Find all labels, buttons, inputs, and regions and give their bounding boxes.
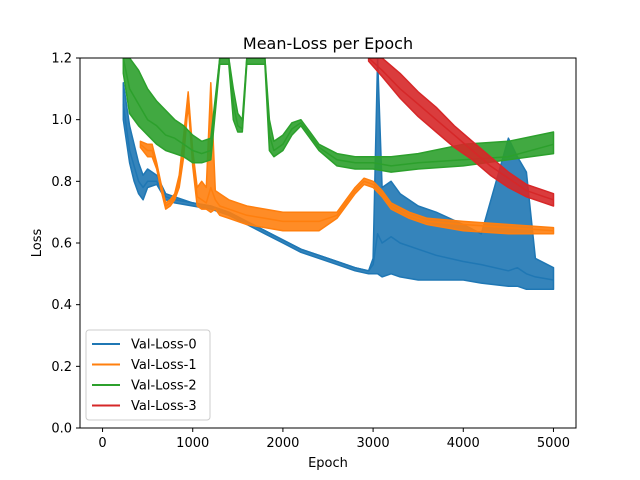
plot-area [79, 57, 577, 429]
y-axis: 0.0 0.2 0.4 0.6 0.8 1.0 1.2 [51, 52, 80, 437]
y-axis-title: Loss [30, 229, 45, 258]
series-3 [367, 58, 555, 207]
y-tick-label: 0.0 [51, 422, 72, 437]
legend-label: Val-Loss-0 [131, 338, 197, 353]
legend: Val-Loss-0 Val-Loss-1 Val-Loss-2 Val-Loss-3 [85, 329, 211, 421]
legend-label: Val-Loss-3 [131, 399, 197, 414]
series-line [368, 58, 554, 201]
series-line [139, 94, 554, 232]
x-axis: 0 1000 2000 3000 4000 5000 [98, 428, 570, 451]
y-tick-label: 0.8 [51, 175, 72, 190]
y-tick-label: 0.4 [51, 298, 72, 313]
series-band [367, 58, 555, 207]
legend-label: Val-Loss-2 [131, 379, 197, 394]
y-tick-label: 1.2 [51, 52, 72, 67]
x-tick-label: 5000 [537, 436, 570, 451]
series-1 [139, 81, 555, 235]
legend-label: Val-Loss-1 [131, 358, 197, 373]
chart-title: Mean-Loss per Epoch [243, 34, 413, 53]
series-layer [122, 58, 555, 291]
y-tick-label: 0.2 [51, 360, 72, 375]
series-band [139, 81, 555, 235]
x-tick-label: 3000 [357, 436, 390, 451]
series-line [122, 104, 554, 281]
x-tick-label: 1000 [176, 436, 209, 451]
x-tick-label: 2000 [266, 436, 299, 451]
y-tick-label: 0.6 [51, 237, 72, 252]
series-2 [122, 58, 555, 173]
x-tick-label: 0 [98, 436, 106, 451]
legend-frame [85, 329, 211, 421]
x-tick-label: 4000 [447, 436, 480, 451]
y-tick-label: 1.0 [51, 113, 72, 128]
series-line [122, 58, 554, 167]
x-axis-title: Epoch [308, 456, 348, 471]
